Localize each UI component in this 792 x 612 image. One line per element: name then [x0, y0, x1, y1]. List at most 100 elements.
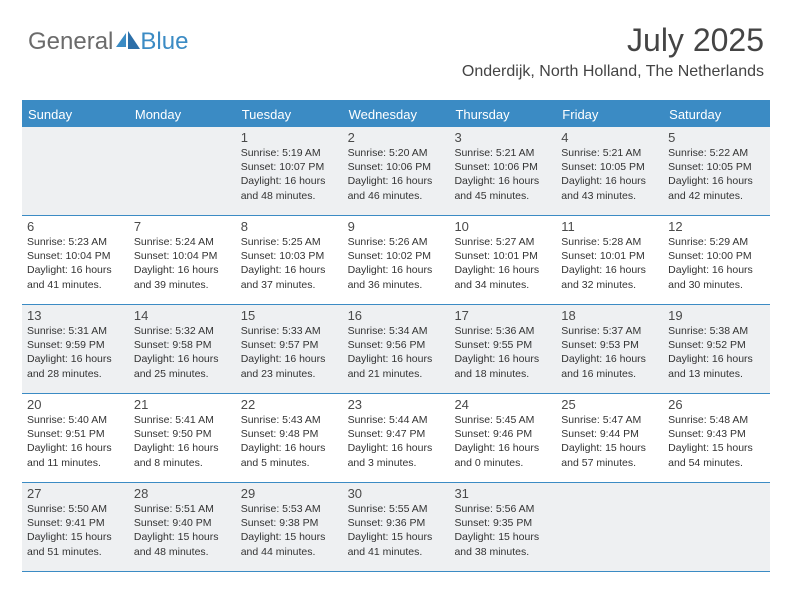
sunrise-line: Sunrise: 5:33 AM	[241, 324, 338, 338]
day-number: 15	[241, 308, 338, 323]
sunrise-line: Sunrise: 5:21 AM	[561, 146, 658, 160]
daylight-line: Daylight: 16 hours and 45 minutes.	[454, 174, 551, 202]
day-cell: 19Sunrise: 5:38 AMSunset: 9:52 PMDayligh…	[663, 305, 770, 393]
sunset-line: Sunset: 10:03 PM	[241, 249, 338, 263]
sunset-line: Sunset: 9:40 PM	[134, 516, 231, 530]
dow-tuesday: Tuesday	[236, 102, 343, 127]
sunset-line: Sunset: 10:00 PM	[668, 249, 765, 263]
sunset-line: Sunset: 10:06 PM	[454, 160, 551, 174]
day-cell	[556, 483, 663, 571]
sunset-line: Sunset: 10:01 PM	[561, 249, 658, 263]
daylight-line: Daylight: 16 hours and 41 minutes.	[27, 263, 124, 291]
day-cell: 15Sunrise: 5:33 AMSunset: 9:57 PMDayligh…	[236, 305, 343, 393]
day-cell: 5Sunrise: 5:22 AMSunset: 10:05 PMDayligh…	[663, 127, 770, 215]
day-cell: 26Sunrise: 5:48 AMSunset: 9:43 PMDayligh…	[663, 394, 770, 482]
daylight-line: Daylight: 16 hours and 3 minutes.	[348, 441, 445, 469]
day-number: 18	[561, 308, 658, 323]
sunrise-line: Sunrise: 5:36 AM	[454, 324, 551, 338]
sunrise-line: Sunrise: 5:31 AM	[27, 324, 124, 338]
day-cell	[129, 127, 236, 215]
day-cell: 31Sunrise: 5:56 AMSunset: 9:35 PMDayligh…	[449, 483, 556, 571]
day-cell: 14Sunrise: 5:32 AMSunset: 9:58 PMDayligh…	[129, 305, 236, 393]
daylight-line: Daylight: 16 hours and 13 minutes.	[668, 352, 765, 380]
sunrise-line: Sunrise: 5:34 AM	[348, 324, 445, 338]
day-number: 14	[134, 308, 231, 323]
day-number: 27	[27, 486, 124, 501]
sunset-line: Sunset: 9:59 PM	[27, 338, 124, 352]
day-cell: 1Sunrise: 5:19 AMSunset: 10:07 PMDayligh…	[236, 127, 343, 215]
dow-sunday: Sunday	[22, 102, 129, 127]
day-number: 8	[241, 219, 338, 234]
day-number: 12	[668, 219, 765, 234]
day-cell: 17Sunrise: 5:36 AMSunset: 9:55 PMDayligh…	[449, 305, 556, 393]
daylight-line: Daylight: 15 hours and 51 minutes.	[27, 530, 124, 558]
sunset-line: Sunset: 9:48 PM	[241, 427, 338, 441]
dow-thursday: Thursday	[449, 102, 556, 127]
daylight-line: Daylight: 16 hours and 42 minutes.	[668, 174, 765, 202]
sunset-line: Sunset: 9:56 PM	[348, 338, 445, 352]
sunset-line: Sunset: 9:43 PM	[668, 427, 765, 441]
sunset-line: Sunset: 10:04 PM	[27, 249, 124, 263]
day-cell: 24Sunrise: 5:45 AMSunset: 9:46 PMDayligh…	[449, 394, 556, 482]
day-cell: 8Sunrise: 5:25 AMSunset: 10:03 PMDayligh…	[236, 216, 343, 304]
day-number: 5	[668, 130, 765, 145]
sunset-line: Sunset: 9:36 PM	[348, 516, 445, 530]
daylight-line: Daylight: 16 hours and 37 minutes.	[241, 263, 338, 291]
sunrise-line: Sunrise: 5:37 AM	[561, 324, 658, 338]
day-number: 21	[134, 397, 231, 412]
day-number: 20	[27, 397, 124, 412]
sunrise-line: Sunrise: 5:32 AM	[134, 324, 231, 338]
sunrise-line: Sunrise: 5:55 AM	[348, 502, 445, 516]
sunset-line: Sunset: 9:38 PM	[241, 516, 338, 530]
day-cell: 16Sunrise: 5:34 AMSunset: 9:56 PMDayligh…	[343, 305, 450, 393]
sunset-line: Sunset: 10:05 PM	[668, 160, 765, 174]
daylight-line: Daylight: 16 hours and 32 minutes.	[561, 263, 658, 291]
sunrise-line: Sunrise: 5:20 AM	[348, 146, 445, 160]
sunrise-line: Sunrise: 5:21 AM	[454, 146, 551, 160]
day-cell: 30Sunrise: 5:55 AMSunset: 9:36 PMDayligh…	[343, 483, 450, 571]
day-number: 2	[348, 130, 445, 145]
daylight-line: Daylight: 16 hours and 18 minutes.	[454, 352, 551, 380]
sunset-line: Sunset: 10:01 PM	[454, 249, 551, 263]
day-cell: 29Sunrise: 5:53 AMSunset: 9:38 PMDayligh…	[236, 483, 343, 571]
sunrise-line: Sunrise: 5:50 AM	[27, 502, 124, 516]
sunrise-line: Sunrise: 5:28 AM	[561, 235, 658, 249]
day-cell: 27Sunrise: 5:50 AMSunset: 9:41 PMDayligh…	[22, 483, 129, 571]
logo-triangle2-icon	[128, 31, 140, 49]
day-number: 6	[27, 219, 124, 234]
day-number: 13	[27, 308, 124, 323]
daylight-line: Daylight: 16 hours and 8 minutes.	[134, 441, 231, 469]
day-number: 23	[348, 397, 445, 412]
day-cell: 23Sunrise: 5:44 AMSunset: 9:47 PMDayligh…	[343, 394, 450, 482]
day-cell: 20Sunrise: 5:40 AMSunset: 9:51 PMDayligh…	[22, 394, 129, 482]
sunrise-line: Sunrise: 5:44 AM	[348, 413, 445, 427]
week-row: 6Sunrise: 5:23 AMSunset: 10:04 PMDayligh…	[22, 215, 770, 304]
day-cell: 13Sunrise: 5:31 AMSunset: 9:59 PMDayligh…	[22, 305, 129, 393]
calendar-bottom-rule	[22, 571, 770, 572]
daylight-line: Daylight: 15 hours and 54 minutes.	[668, 441, 765, 469]
sunset-line: Sunset: 10:04 PM	[134, 249, 231, 263]
daylight-line: Daylight: 16 hours and 16 minutes.	[561, 352, 658, 380]
day-cell: 11Sunrise: 5:28 AMSunset: 10:01 PMDaylig…	[556, 216, 663, 304]
day-cell: 28Sunrise: 5:51 AMSunset: 9:40 PMDayligh…	[129, 483, 236, 571]
day-number: 17	[454, 308, 551, 323]
daylight-line: Daylight: 16 hours and 21 minutes.	[348, 352, 445, 380]
daylight-line: Daylight: 16 hours and 30 minutes.	[668, 263, 765, 291]
dow-friday: Friday	[556, 102, 663, 127]
day-number: 7	[134, 219, 231, 234]
month-title: July 2025	[462, 22, 764, 59]
day-cell: 10Sunrise: 5:27 AMSunset: 10:01 PMDaylig…	[449, 216, 556, 304]
sunset-line: Sunset: 10:02 PM	[348, 249, 445, 263]
sunset-line: Sunset: 9:53 PM	[561, 338, 658, 352]
day-cell: 18Sunrise: 5:37 AMSunset: 9:53 PMDayligh…	[556, 305, 663, 393]
daylight-line: Daylight: 15 hours and 57 minutes.	[561, 441, 658, 469]
day-cell: 25Sunrise: 5:47 AMSunset: 9:44 PMDayligh…	[556, 394, 663, 482]
daylight-line: Daylight: 16 hours and 46 minutes.	[348, 174, 445, 202]
sunset-line: Sunset: 10:05 PM	[561, 160, 658, 174]
sunrise-line: Sunrise: 5:56 AM	[454, 502, 551, 516]
week-row: 1Sunrise: 5:19 AMSunset: 10:07 PMDayligh…	[22, 127, 770, 215]
sunrise-line: Sunrise: 5:51 AM	[134, 502, 231, 516]
day-number: 19	[668, 308, 765, 323]
daylight-line: Daylight: 15 hours and 41 minutes.	[348, 530, 445, 558]
daylight-line: Daylight: 16 hours and 25 minutes.	[134, 352, 231, 380]
